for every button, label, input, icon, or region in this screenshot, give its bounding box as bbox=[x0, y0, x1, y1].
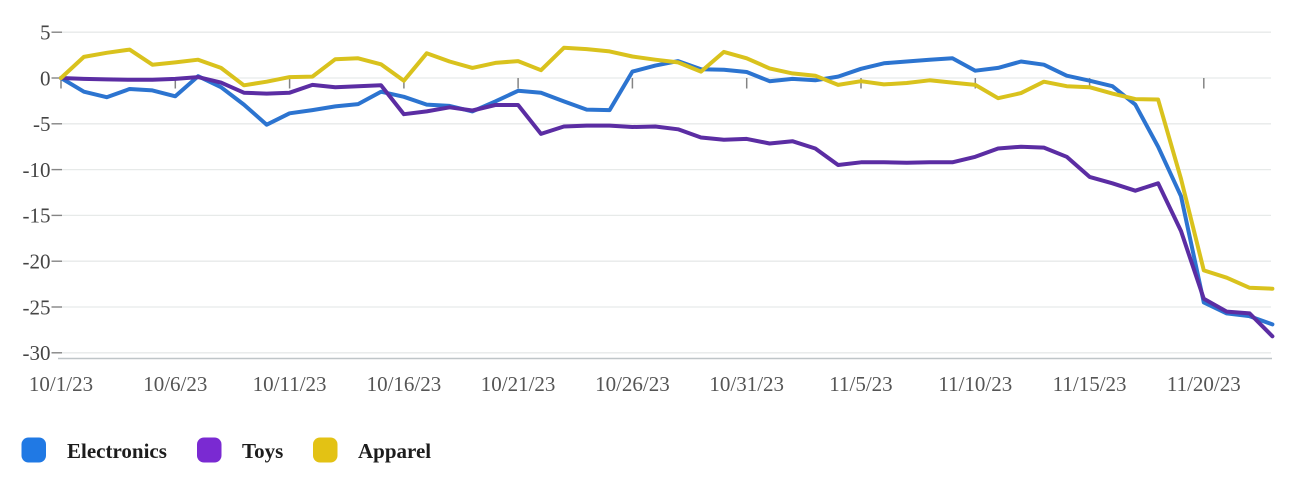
svg-text:10/1/23: 10/1/23 bbox=[29, 372, 93, 396]
svg-text:10/16/23: 10/16/23 bbox=[367, 372, 442, 396]
svg-text:-15: -15 bbox=[23, 204, 51, 228]
svg-text:-30: -30 bbox=[23, 341, 51, 365]
svg-text:0: 0 bbox=[40, 66, 51, 90]
svg-text:-20: -20 bbox=[23, 250, 51, 274]
svg-text:10/26/23: 10/26/23 bbox=[595, 372, 670, 396]
svg-text:11/10/23: 11/10/23 bbox=[938, 372, 1012, 396]
svg-text:Electronics: Electronics bbox=[67, 439, 167, 463]
svg-text:-10: -10 bbox=[23, 158, 51, 182]
svg-text:10/21/23: 10/21/23 bbox=[481, 372, 556, 396]
svg-text:10/31/23: 10/31/23 bbox=[709, 372, 784, 396]
svg-text:5: 5 bbox=[40, 21, 51, 45]
svg-text:-5: -5 bbox=[33, 112, 51, 136]
svg-text:11/15/23: 11/15/23 bbox=[1053, 372, 1127, 396]
svg-text:Apparel: Apparel bbox=[358, 439, 431, 463]
svg-text:11/20/23: 11/20/23 bbox=[1167, 372, 1241, 396]
svg-text:11/5/23: 11/5/23 bbox=[829, 372, 892, 396]
svg-text:Toys: Toys bbox=[242, 439, 283, 463]
svg-text:10/11/23: 10/11/23 bbox=[253, 372, 327, 396]
svg-text:-25: -25 bbox=[23, 295, 51, 319]
svg-text:10/6/23: 10/6/23 bbox=[143, 372, 207, 396]
